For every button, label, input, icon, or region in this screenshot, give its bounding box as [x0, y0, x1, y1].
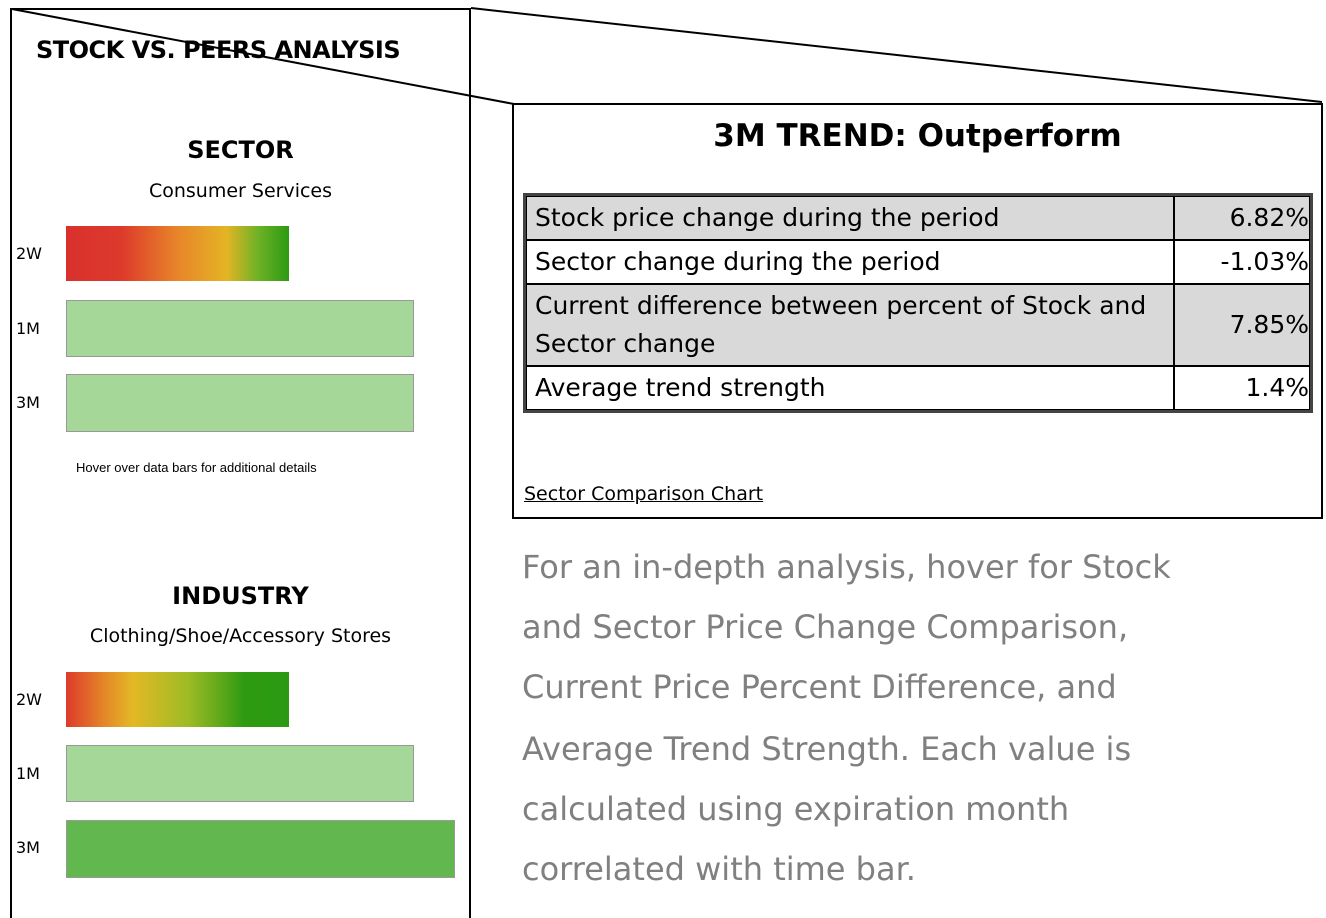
- section-name: Consumer Services: [148, 180, 333, 202]
- row: Sector change during the period -1.03%: [526, 240, 1310, 284]
- row: Current difference between percent of St…: [526, 284, 1310, 366]
- cell: Average trend strength: [526, 366, 1174, 410]
- section-heading: SECTOR: [187, 136, 294, 164]
- description-line: correlated with time bar.: [522, 850, 916, 888]
- bar-label: 1M: [16, 319, 40, 338]
- cell: -1.03%: [1174, 240, 1310, 284]
- description-line: For an in-depth analysis, hover for Stoc…: [522, 548, 1171, 586]
- callout-title: 3M TREND: Outperform: [713, 118, 1122, 154]
- cell: 1.4%: [1174, 366, 1310, 410]
- row: Stock price change during the period 6.82…: [526, 196, 1310, 240]
- bar-label: 2W: [16, 244, 42, 263]
- trend-table: Stock price change during the period 6.82…: [523, 193, 1313, 413]
- cell: 6.82%: [1174, 196, 1310, 240]
- row: Average trend strength 1.4%: [526, 366, 1310, 410]
- bar-label: 1M: [16, 764, 40, 783]
- cell: Current difference between percent of St…: [526, 284, 1174, 366]
- description-line: calculated using expiration month: [522, 790, 1070, 828]
- bar[interactable]: [66, 745, 414, 802]
- bar[interactable]: [66, 672, 289, 727]
- panel-title: STOCK VS. PEERS ANALYSIS: [36, 36, 401, 64]
- hint: Hover over data bars for additional deta…: [76, 460, 317, 475]
- left-panel: [10, 8, 471, 918]
- link[interactable]: Sector Comparison Chart: [524, 483, 764, 505]
- description-line: Average Trend Strength. Each value is: [522, 730, 1132, 768]
- bar-label: 3M: [16, 838, 40, 857]
- bar[interactable]: [66, 226, 289, 281]
- section-name: Clothing/Shoe/Accessory Stores: [89, 625, 392, 647]
- bar[interactable]: [66, 374, 414, 432]
- bar[interactable]: [66, 820, 455, 878]
- cell: Sector change during the period: [526, 240, 1174, 284]
- bar[interactable]: [66, 300, 414, 357]
- bar-label: 2W: [16, 690, 42, 709]
- cell: 7.85%: [1174, 284, 1310, 366]
- bar-label: 3M: [16, 393, 40, 412]
- section-heading: INDUSTRY: [172, 582, 309, 610]
- cell: Stock price change during the period: [526, 196, 1174, 240]
- description-line: and Sector Price Change Comparison,: [522, 608, 1129, 646]
- callout: [512, 103, 1323, 519]
- description-line: Current Price Percent Difference, and: [522, 668, 1117, 706]
